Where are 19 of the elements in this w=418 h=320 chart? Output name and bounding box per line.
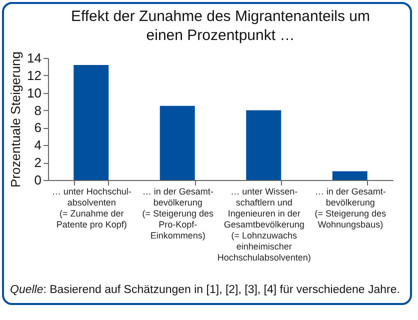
bar bbox=[332, 171, 368, 180]
x-tick-label: … in der Gesamt- bevölkerung (= Steigerung des Wohnungsbaus) bbox=[314, 186, 387, 230]
x-tick-label: … unter Hochschul- absolventen (= Zunahme der Patente pro Kopf) bbox=[52, 186, 132, 230]
y-tick-label: 8 bbox=[34, 102, 42, 118]
y-tick-label: 10 bbox=[27, 85, 42, 100]
y-tick-label: 12 bbox=[27, 68, 42, 83]
y-tick-label: 4 bbox=[34, 138, 42, 153]
bar bbox=[74, 64, 109, 180]
x-tick-label: … in der Gesamt- bevölkerung (= Steigerung des Pro-Kopf- Einkommens) bbox=[142, 186, 214, 240]
y-tick-label: 0 bbox=[34, 172, 42, 188]
chart-title: Effekt der Zunahme des Migrantenanteils um einen Prozentpunkt … bbox=[70, 8, 370, 44]
bar bbox=[160, 106, 195, 180]
source-note: Quelle: Basierend auf Schätzungen in [1], [2], [3], [4] für verschiedene Jahre. bbox=[10, 284, 400, 296]
y-tick-label: 2 bbox=[34, 155, 42, 170]
y-tick-label: 14 bbox=[27, 50, 42, 66]
y-tick-label: 6 bbox=[34, 120, 42, 136]
bar bbox=[246, 110, 282, 180]
y-axis-title: Prozentuale Steigerung bbox=[8, 52, 24, 188]
x-tick-label: … unter Wissen- schaftlern und Ingenieuren in der Gesamtbevölkerung (= Lohnzuwachs einheimischer Hochschulabsolventen) bbox=[217, 186, 311, 262]
